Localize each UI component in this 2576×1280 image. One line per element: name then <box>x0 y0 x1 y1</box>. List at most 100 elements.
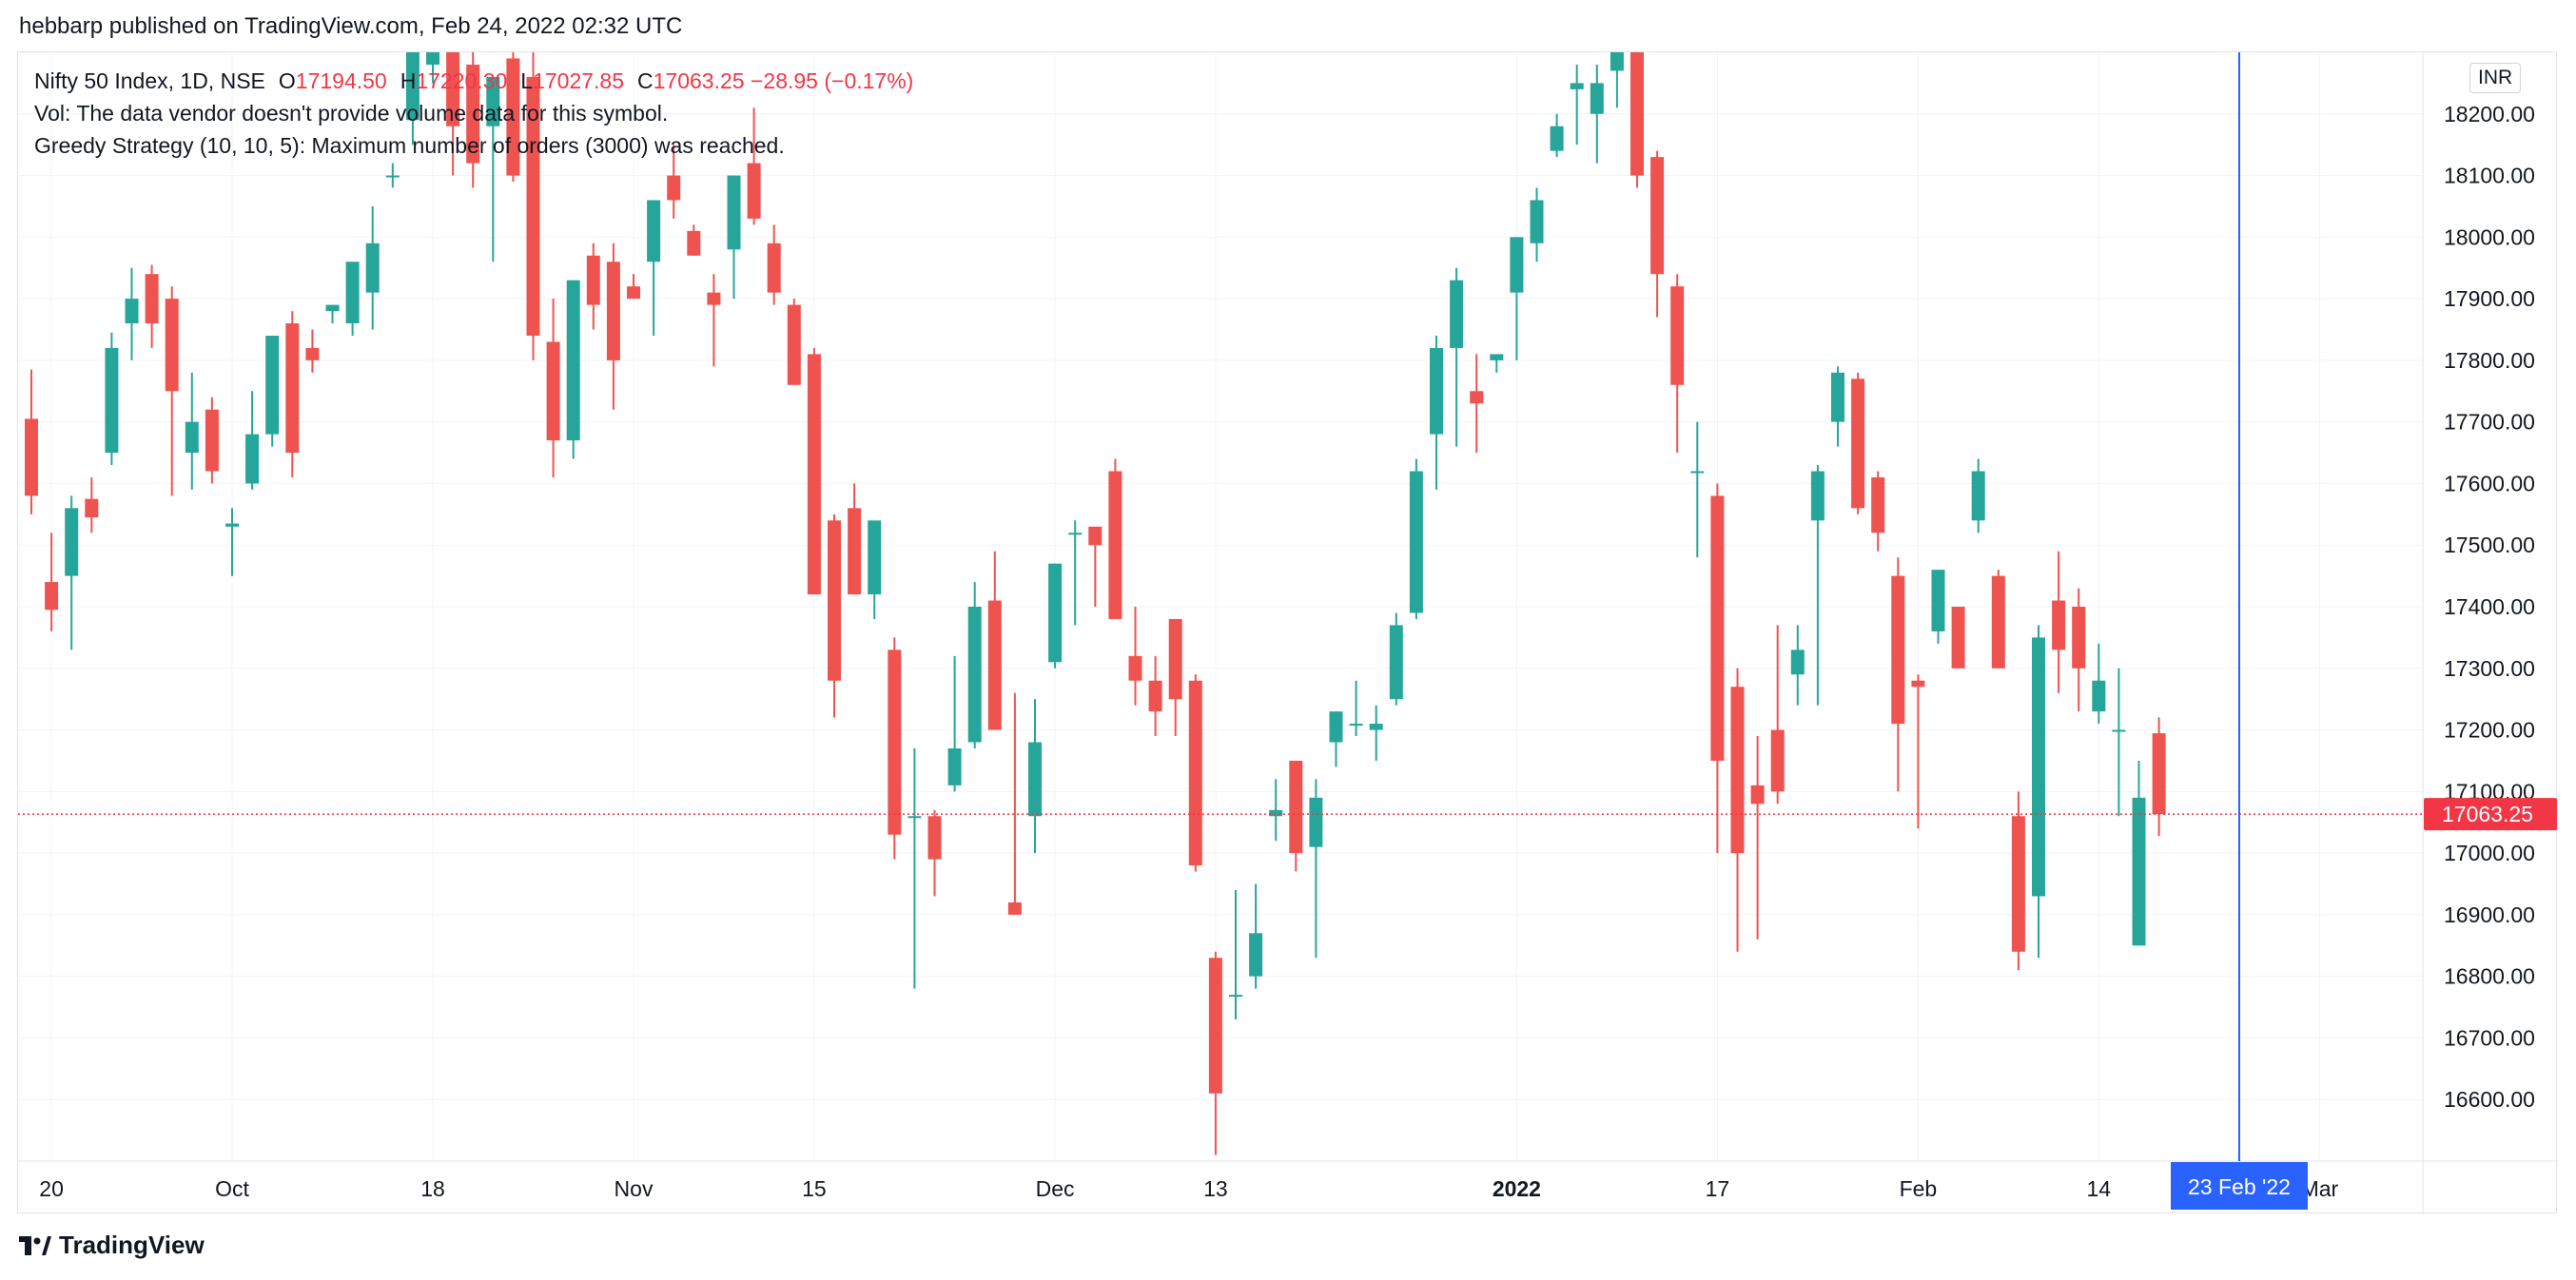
candle-body[interactable] <box>2032 637 2045 897</box>
candle-body[interactable] <box>446 52 460 126</box>
candle-body[interactable] <box>1630 52 1644 176</box>
candle-body[interactable] <box>2152 733 2166 815</box>
candle-body[interactable] <box>767 242 781 293</box>
candle-body[interactable] <box>466 64 480 164</box>
candle-body[interactable] <box>647 200 661 262</box>
candle-body[interactable] <box>1510 237 1524 293</box>
candle-body[interactable] <box>1128 655 1142 681</box>
candle-body[interactable] <box>285 323 300 454</box>
candle-body[interactable] <box>245 434 260 484</box>
candle-body[interactable] <box>1570 83 1584 89</box>
candle-body[interactable] <box>566 280 580 441</box>
candle-body[interactable] <box>325 304 340 312</box>
tradingview-logo[interactable]: TradingView <box>19 1231 205 1260</box>
candle-body[interactable] <box>947 747 962 785</box>
candle-body[interactable] <box>1911 680 1925 688</box>
candle-body[interactable] <box>1068 533 1083 535</box>
candle-body[interactable] <box>1891 575 1905 725</box>
candle-body[interactable] <box>65 508 79 576</box>
candle-body[interactable] <box>2052 600 2066 650</box>
candle-body[interactable] <box>1369 724 1383 730</box>
last-price-badge[interactable] <box>2424 798 2557 831</box>
candle-body[interactable] <box>667 175 681 201</box>
volume-note[interactable]: Vol: The data vendor doesn't provide vol… <box>34 101 669 126</box>
candle-body[interactable] <box>1490 354 1504 360</box>
candle-body[interactable] <box>225 523 239 527</box>
symbol-label[interactable]: Nifty 50 Index, 1D, NSE <box>34 68 265 93</box>
candle-body[interactable] <box>1650 157 1665 275</box>
candle-body[interactable] <box>385 175 400 178</box>
candle-body[interactable] <box>1329 711 1343 743</box>
candle-body[interactable] <box>1550 126 1564 151</box>
candle-body[interactable] <box>967 607 982 743</box>
candle-body[interactable] <box>888 650 902 835</box>
candle-body[interactable] <box>506 58 520 176</box>
candle-body[interactable] <box>365 242 380 293</box>
candle-body[interactable] <box>627 286 640 300</box>
strategy-note[interactable]: Greedy Strategy (10, 10, 5): Maximum num… <box>34 133 785 158</box>
candle-body[interactable] <box>265 335 280 435</box>
candle-body[interactable] <box>1430 347 1443 435</box>
candle-body[interactable] <box>1951 607 1965 669</box>
candle-body[interactable] <box>987 600 1002 730</box>
candle-body[interactable] <box>426 52 439 65</box>
candle-body[interactable] <box>125 299 139 324</box>
candle-body[interactable] <box>868 520 882 595</box>
candle-body[interactable] <box>25 418 38 496</box>
candle-body[interactable] <box>1249 933 1263 977</box>
candle-body[interactable] <box>1450 280 1464 348</box>
candle-body[interactable] <box>1148 680 1162 712</box>
candle-body[interactable] <box>2072 607 2086 669</box>
candle-body[interactable] <box>345 262 360 324</box>
candle-body[interactable] <box>1088 526 1103 546</box>
currency-badge[interactable]: INR <box>2469 63 2522 93</box>
candle-body[interactable] <box>185 421 199 454</box>
candle-body[interactable] <box>526 76 540 336</box>
candle-body[interactable] <box>1007 902 1022 915</box>
candle-body[interactable] <box>586 255 600 305</box>
candle-body[interactable] <box>828 520 841 681</box>
candle-body[interactable] <box>1409 471 1423 613</box>
candle-body[interactable] <box>707 292 721 305</box>
candle-body[interactable] <box>205 409 219 472</box>
candle-body[interactable] <box>1670 286 1685 385</box>
candle-body[interactable] <box>85 498 99 518</box>
candle-body[interactable] <box>1590 83 1604 114</box>
candle-body[interactable] <box>1750 785 1765 805</box>
candle-body[interactable] <box>546 341 560 441</box>
candle-body[interactable] <box>305 347 320 360</box>
chart-frame[interactable]: 16600.00 16700.00 16800.00 16900.00 17000.00… <box>17 51 2558 1214</box>
crosshair-date-badge[interactable] <box>2171 1162 2308 1210</box>
candle-body[interactable] <box>2112 729 2126 732</box>
candle-body[interactable] <box>45 582 59 611</box>
candle-body[interactable] <box>405 52 420 121</box>
candle-body[interactable] <box>2011 816 2025 952</box>
candle-body[interactable] <box>1851 378 1865 509</box>
candle-body[interactable] <box>1108 471 1122 619</box>
candle-body[interactable] <box>1730 687 1745 854</box>
candle-body[interactable] <box>2092 680 2106 712</box>
candle-body[interactable] <box>1349 724 1363 727</box>
candle-body[interactable] <box>1991 575 2005 669</box>
candle-body[interactable] <box>1931 570 1945 631</box>
candle-body[interactable] <box>1229 995 1242 998</box>
candle-body[interactable] <box>1269 809 1283 817</box>
candle-body[interactable] <box>1168 618 1182 700</box>
candle-body[interactable] <box>1770 729 1785 792</box>
candle-body[interactable] <box>606 262 620 360</box>
candle-body[interactable] <box>165 299 179 392</box>
candle-body[interactable] <box>1710 495 1725 761</box>
candle-body[interactable] <box>145 274 159 324</box>
candle-body[interactable] <box>1790 650 1805 675</box>
candlestick-chart[interactable]: 16600.00 16700.00 16800.00 16900.00 17000.00… <box>18 52 2558 1214</box>
candle-body[interactable] <box>927 816 942 860</box>
candle-body[interactable] <box>787 304 801 385</box>
candle-body[interactable] <box>486 76 500 126</box>
candle-body[interactable] <box>105 347 119 454</box>
candle-body[interactable] <box>2132 797 2146 946</box>
candle-body[interactable] <box>1971 471 1985 521</box>
candle-body[interactable] <box>807 354 821 595</box>
candle-body[interactable] <box>1289 760 1303 854</box>
candle-body[interactable] <box>1610 52 1624 71</box>
candle-body[interactable] <box>1810 471 1825 521</box>
